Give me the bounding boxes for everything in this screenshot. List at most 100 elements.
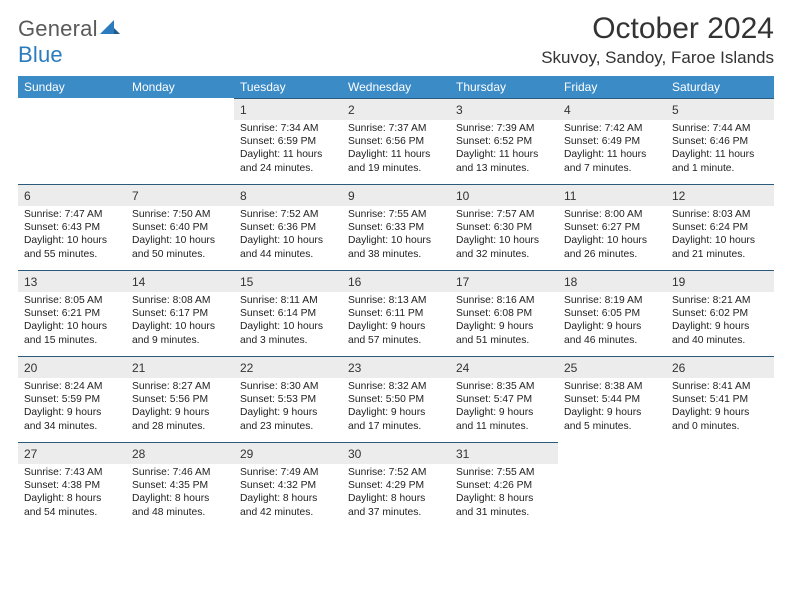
daylight-text: Daylight: 9 hours and 34 minutes. [24, 407, 101, 431]
sunrise-text: Sunrise: 7:47 AM [24, 209, 102, 220]
daylight-text: Daylight: 10 hours and 3 minutes. [240, 321, 323, 345]
day-number: 25 [564, 361, 577, 375]
day-cell: 26Sunrise: 8:41 AMSunset: 5:41 PMDayligh… [666, 356, 774, 442]
day-number-row: 22 [234, 356, 342, 378]
sunrise-text: Sunrise: 8:00 AM [564, 209, 642, 220]
day-cell: 11 Sunrise: 8:00 AM Sunset: 6:27 PM Dayligh… [558, 184, 666, 270]
day-details: Sunrise: 7:39 AMSunset: 6:52 PMDaylight:… [450, 120, 558, 181]
weekday-header: Tuesday [234, 76, 342, 98]
day-number: 6 [24, 189, 31, 203]
sunset-text: Sunset: 4:35 PM [132, 480, 208, 491]
day-cell: 12Sunrise: 8:03 AMSunset: 6:24 PMDayligh… [666, 184, 774, 270]
day-cell: 13Sunrise: 8:05 AMSunset: 6:21 PMDayligh… [18, 270, 126, 356]
sunset-text: Sunset: 6:49 PM [564, 136, 640, 147]
sunset-text: Sunset: 6:27 PM [564, 222, 640, 233]
weekday-header: Saturday [666, 76, 774, 98]
day-number-row: 17 [450, 270, 558, 292]
sunrise-text: Sunrise: 8:41 AM [672, 381, 750, 392]
calendar-cell: 22Sunrise: 8:30 AMSunset: 5:53 PMDayligh… [234, 356, 342, 442]
day-details: Sunrise: 7:34 AMSunset: 6:59 PMDaylight:… [234, 120, 342, 181]
day-cell: 22Sunrise: 8:30 AMSunset: 5:53 PMDayligh… [234, 356, 342, 442]
day-number-row: 28 [126, 442, 234, 464]
day-number: 1 [240, 103, 247, 117]
day-number: 29 [240, 447, 253, 461]
calendar-cell: 4Sunrise: 7:42 AMSunset: 6:49 PMDaylight… [558, 98, 666, 184]
day-number: 23 [348, 361, 361, 375]
day-cell: 25Sunrise: 8:38 AMSunset: 5:44 PMDayligh… [558, 356, 666, 442]
weekday-header-row: Sunday Monday Tuesday Wednesday Thursday… [18, 76, 774, 98]
sunrise-text: Sunrise: 8:05 AM [24, 295, 102, 306]
empty-cell [18, 98, 126, 184]
calendar-cell: 13Sunrise: 8:05 AMSunset: 6:21 PMDayligh… [18, 270, 126, 356]
calendar-week-row: 20Sunrise: 8:24 AMSunset: 5:59 PMDayligh… [18, 356, 774, 442]
page-header: GeneralBlue October 2024 Skuvoy, Sandoy,… [18, 12, 774, 68]
sunset-text: Sunset: 6:43 PM [24, 222, 100, 233]
day-cell: 9Sunrise: 7:55 AMSunset: 6:33 PMDaylight… [342, 184, 450, 270]
sunrise-text: Sunrise: 8:27 AM [132, 381, 210, 392]
calendar-cell [558, 442, 666, 528]
day-number-row: 8 [234, 184, 342, 206]
sunrise-text: Sunrise: 8:32 AM [348, 381, 426, 392]
sunrise-text: Sunrise: 8:16 AM [456, 295, 534, 306]
daylight-text: Daylight: 9 hours and 57 minutes. [348, 321, 425, 345]
calendar-cell: 24Sunrise: 8:35 AMSunset: 5:47 PMDayligh… [450, 356, 558, 442]
daylight-text: Daylight: 11 hours and 19 minutes. [348, 149, 430, 173]
daylight-text: Daylight: 10 hours and 21 minutes. [672, 235, 755, 259]
daylight-text: Daylight: 8 hours and 54 minutes. [24, 493, 101, 517]
day-number-row: 6 [18, 184, 126, 206]
sunrise-text: Sunrise: 7:52 AM [240, 209, 318, 220]
calendar-cell: 7Sunrise: 7:50 AMSunset: 6:40 PMDaylight… [126, 184, 234, 270]
day-cell: 20Sunrise: 8:24 AMSunset: 5:59 PMDayligh… [18, 356, 126, 442]
daylight-text: Daylight: 10 hours and 26 minutes. [564, 235, 647, 259]
calendar-cell: 5Sunrise: 7:44 AMSunset: 6:46 PMDaylight… [666, 98, 774, 184]
daylight-text: Daylight: 9 hours and 0 minutes. [672, 407, 749, 431]
day-cell: 1 Sunrise: 7:34 AMSunset: 6:59 PMDaylight… [234, 98, 342, 184]
day-details: Sunrise: 8:11 AMSunset: 6:14 PMDaylight:… [234, 292, 342, 353]
weekday-header: Thursday [450, 76, 558, 98]
day-details: Sunrise: 7:47 AMSunset: 6:43 PMDaylight:… [18, 206, 126, 267]
daylight-text: Daylight: 11 hours and 24 minutes. [240, 149, 322, 173]
calendar-cell: 26Sunrise: 8:41 AMSunset: 5:41 PMDayligh… [666, 356, 774, 442]
day-cell: 2Sunrise: 7:37 AMSunset: 6:56 PMDaylight… [342, 98, 450, 184]
calendar-cell: 1 Sunrise: 7:34 AMSunset: 6:59 PMDaylight… [234, 98, 342, 184]
daylight-text: Daylight: 8 hours and 37 minutes. [348, 493, 425, 517]
day-number: 2 [348, 103, 355, 117]
calendar-cell: 8Sunrise: 7:52 AMSunset: 6:36 PMDaylight… [234, 184, 342, 270]
day-number-row: 4 [558, 98, 666, 120]
weekday-header: Monday [126, 76, 234, 98]
daylight-text: Daylight: 9 hours and 28 minutes. [132, 407, 209, 431]
weekday-header: Friday [558, 76, 666, 98]
day-number-row: 7 [126, 184, 234, 206]
day-number-row: 18 [558, 270, 666, 292]
calendar-body: 1 Sunrise: 7:34 AMSunset: 6:59 PMDaylight… [18, 98, 774, 528]
day-number: 26 [672, 361, 685, 375]
day-number: 19 [672, 275, 685, 289]
sunset-text: Sunset: 6:52 PM [456, 136, 532, 147]
calendar-cell: 25Sunrise: 8:38 AMSunset: 5:44 PMDayligh… [558, 356, 666, 442]
calendar-cell: 30Sunrise: 7:52 AMSunset: 4:29 PMDayligh… [342, 442, 450, 528]
daylight-text: Daylight: 9 hours and 23 minutes. [240, 407, 317, 431]
day-number: 4 [564, 103, 571, 117]
calendar-cell: 21Sunrise: 8:27 AMSunset: 5:56 PMDayligh… [126, 356, 234, 442]
day-details: Sunrise: 8:16 AM Sunset: 6:08 PM Daylight:… [450, 292, 558, 353]
sunset-text: Sunset: 6:08 PM [456, 308, 532, 319]
page-title: October 2024 [541, 12, 774, 46]
day-details: Sunrise: 7:46 AMSunset: 4:35 PMDaylight:… [126, 464, 234, 525]
day-number-row: 19 [666, 270, 774, 292]
day-details: Sunrise: 8:24 AMSunset: 5:59 PMDaylight:… [18, 378, 126, 439]
day-number-row: 3 [450, 98, 558, 120]
day-number-row: 20 [18, 356, 126, 378]
daylight-text: Daylight: 8 hours and 42 minutes. [240, 493, 317, 517]
day-number-row: 10 [450, 184, 558, 206]
daylight-text: Daylight: 8 hours and 31 minutes. [456, 493, 533, 517]
sunrise-text: Sunrise: 7:42 AM [564, 123, 642, 134]
day-details: Sunrise: 7:44 AMSunset: 6:46 PMDaylight:… [666, 120, 774, 181]
sunrise-text: Sunrise: 7:34 AM [240, 123, 318, 134]
empty-cell [558, 442, 666, 528]
sunrise-text: Sunrise: 7:57 AM [456, 209, 534, 220]
sunset-text: Sunset: 6:30 PM [456, 222, 532, 233]
sunset-text: Sunset: 5:59 PM [24, 394, 100, 405]
day-number: 11 [564, 189, 576, 203]
calendar-page: GeneralBlue October 2024 Skuvoy, Sandoy,… [0, 0, 792, 536]
daylight-text: Daylight: 9 hours and 51 minutes. [456, 321, 533, 345]
